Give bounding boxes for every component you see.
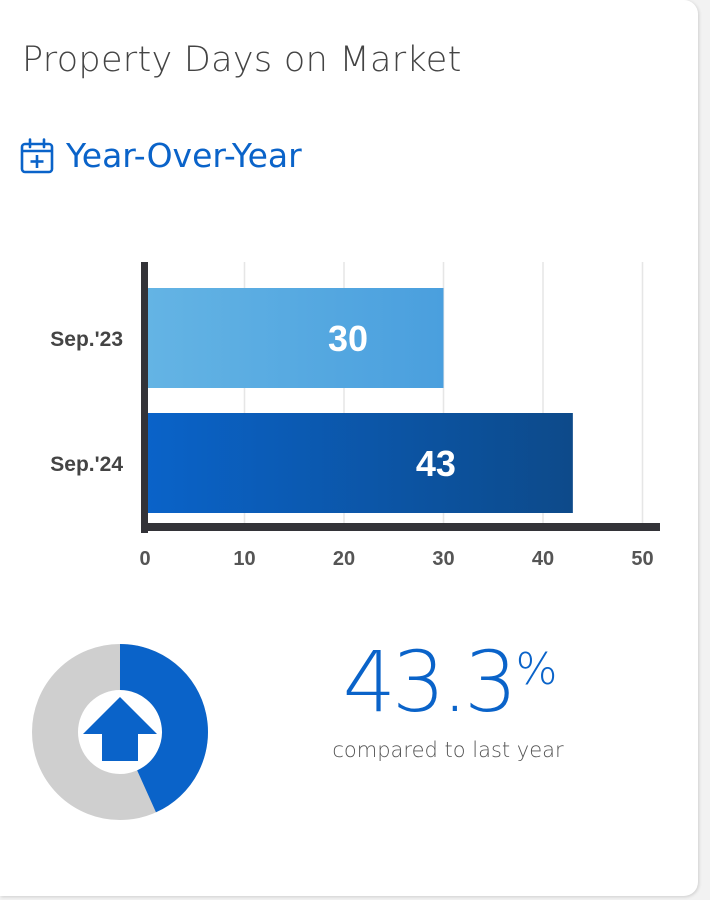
bar-chart: 0 10 20 30 40 50 30 Sep.'23 43 Sep.'24 (50, 262, 660, 570)
labels: 0 10 20 30 40 50 30 Sep.'23 43 Sep.'24 (50, 318, 653, 570)
x-axis-line (141, 523, 660, 531)
subtitle: Year-Over-Year (66, 136, 302, 175)
arrow-up-icon (83, 697, 157, 761)
category-label: Sep.'23 (50, 328, 123, 351)
x-tick-label: 0 (139, 548, 150, 570)
percent-sign: % (515, 644, 558, 695)
category-label: Sep.'24 (50, 453, 123, 476)
x-tick-label: 50 (631, 548, 653, 570)
x-tick-label: 30 (432, 548, 454, 570)
calendar-plus-icon (20, 137, 54, 173)
subtitle-row: Year-Over-Year (20, 136, 302, 175)
change-donut (32, 644, 208, 820)
axes (141, 262, 660, 533)
y-axis-line (141, 262, 148, 533)
bar-data-label: 30 (328, 318, 368, 359)
percent-change: 43.3% (300, 640, 600, 724)
x-tick-label: 10 (233, 548, 255, 570)
page-title: Property Days on Market (22, 40, 462, 80)
bar-data-label: 43 (416, 443, 456, 484)
x-tick-label: 20 (333, 548, 355, 570)
bar (145, 288, 444, 388)
x-tick-label: 40 (532, 548, 554, 570)
donut-fill (118, 644, 208, 813)
percent-caption: compared to last year (332, 738, 564, 762)
market-card: Property Days on Market Year-Over-Year 0 (0, 0, 698, 896)
bar (145, 413, 573, 513)
bars (145, 288, 573, 513)
percent-value: 43.3 (342, 633, 518, 731)
